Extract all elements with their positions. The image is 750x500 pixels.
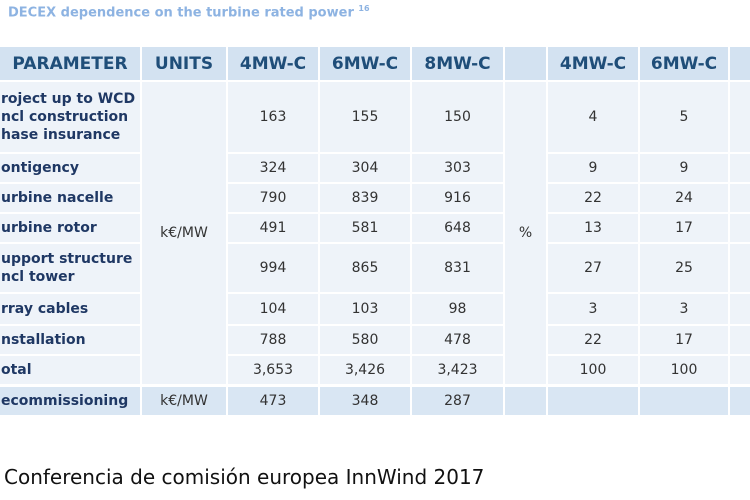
share-cell: 22	[548, 184, 638, 212]
cost-cell: 3,423	[412, 356, 503, 384]
share-cell	[730, 326, 750, 354]
cost-cell: 788	[228, 326, 318, 354]
label-line: urbine rotor	[1, 220, 97, 236]
column-header: 4MW-C	[548, 47, 638, 80]
column-header: 8MW-C	[412, 47, 503, 80]
share-cell: 9	[548, 154, 638, 182]
label-line: ontigency	[1, 160, 79, 176]
cost-cell: 580	[320, 326, 410, 354]
title-text: DECEX dependence on the turbine rated po…	[8, 5, 354, 21]
cost-cell: 790	[228, 184, 318, 212]
cost-cell: 155	[320, 82, 410, 152]
share-cell: 100	[548, 356, 638, 384]
cost-cell: 473	[228, 387, 318, 415]
row-label: rray cables	[0, 294, 140, 324]
share-cell	[730, 244, 750, 292]
column-header: PARAMETER	[0, 47, 140, 80]
share-cell: 5	[640, 82, 728, 152]
column-header: 6MW-C	[640, 47, 728, 80]
share-cell	[730, 214, 750, 242]
empty-cell	[548, 387, 638, 415]
share-cell	[730, 154, 750, 182]
row-label: ecommissioning	[0, 387, 140, 415]
footnote-ref: 16	[358, 4, 370, 13]
cost-cell: 287	[412, 387, 503, 415]
row-label: roject up to WCD ncl construction hase ins…	[0, 82, 140, 152]
share-cell: 24	[640, 184, 728, 212]
share-cell: 27	[548, 244, 638, 292]
share-cell	[730, 184, 750, 212]
share-cell: 3	[548, 294, 638, 324]
label-line: hase insurance	[1, 127, 121, 143]
cost-cell: 916	[412, 184, 503, 212]
column-header: 4MW-C	[228, 47, 318, 80]
row-label: urbine nacelle	[0, 184, 140, 212]
row-label: otal	[0, 356, 140, 384]
cost-cell: 324	[228, 154, 318, 182]
cost-cell: 839	[320, 184, 410, 212]
cost-cell: 478	[412, 326, 503, 354]
cost-cell: 163	[228, 82, 318, 152]
label-line: upport structure	[1, 251, 133, 267]
cost-cell: 304	[320, 154, 410, 182]
row-label: urbine rotor	[0, 214, 140, 242]
empty-cell	[730, 387, 750, 415]
share-cell: 13	[548, 214, 638, 242]
cost-cell: 104	[228, 294, 318, 324]
label-line: ncl construction	[1, 109, 129, 125]
cost-cell: 150	[412, 82, 503, 152]
share-cell: 9	[640, 154, 728, 182]
column-header: 8	[730, 47, 750, 80]
table-title: DECEX dependence on the turbine rated po…	[8, 4, 370, 20]
cost-cell: 98	[412, 294, 503, 324]
cost-cell: 865	[320, 244, 410, 292]
row-label: ontigency	[0, 154, 140, 182]
label-line: rray cables	[1, 301, 89, 317]
share-cell: 25	[640, 244, 728, 292]
label-line: roject up to WCD	[1, 91, 136, 107]
cost-cell: 103	[320, 294, 410, 324]
column-header: UNITS	[142, 47, 226, 80]
label-line: urbine nacelle	[1, 190, 114, 206]
label-line: nstallation	[1, 332, 86, 348]
row-label: upport structure ncl tower	[0, 244, 140, 292]
header-blank	[505, 47, 546, 80]
share-cell	[730, 294, 750, 324]
share-cell: 100	[640, 356, 728, 384]
percent-cell: %	[505, 82, 546, 384]
cost-cell: 3,426	[320, 356, 410, 384]
share-cell	[730, 82, 750, 152]
share-cell	[730, 356, 750, 384]
share-cell: 17	[640, 326, 728, 354]
cost-cell: 491	[228, 214, 318, 242]
share-cell: 17	[640, 214, 728, 242]
label-line: otal	[1, 362, 32, 378]
units-cell: k€/MW	[142, 82, 226, 384]
cost-cell: 994	[228, 244, 318, 292]
units-cell: k€/MW	[142, 387, 226, 415]
cost-cell: 348	[320, 387, 410, 415]
cost-cell: 581	[320, 214, 410, 242]
empty-cell	[505, 387, 546, 415]
cost-cell: 648	[412, 214, 503, 242]
column-header: 6MW-C	[320, 47, 410, 80]
label-line: ncl tower	[1, 269, 75, 285]
row-label: nstallation	[0, 326, 140, 354]
share-cell: 22	[548, 326, 638, 354]
share-cell: 4	[548, 82, 638, 152]
cost-cell: 3,653	[228, 356, 318, 384]
share-cell: 3	[640, 294, 728, 324]
empty-cell	[640, 387, 728, 415]
cost-cell: 831	[412, 244, 503, 292]
caption: Conferencia de comisión europea InnWind …	[4, 465, 485, 489]
cost-cell: 303	[412, 154, 503, 182]
